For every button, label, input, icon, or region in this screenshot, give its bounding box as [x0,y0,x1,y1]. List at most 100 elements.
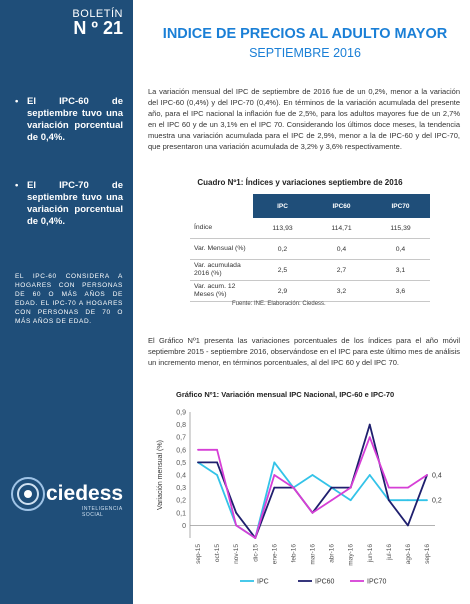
data-point-ipc [426,499,428,502]
data-point-ipc60 [368,423,371,426]
table-header-row: IPC IPC60 IPC70 [190,194,430,218]
cell-ipc70: 0,4 [371,238,430,260]
y-tick-label: 0,6 [176,447,186,454]
indices-table: IPC IPC60 IPC70 Índice 113,93 114,71 115… [190,194,430,302]
cell-ipc60: 0,4 [312,238,371,260]
table-row: Var. Mensual (%) 0,2 0,4 0,4 [190,238,430,260]
x-tick-label: abr-16 [329,544,336,563]
y-tick-label: 0,9 [176,410,186,417]
y-tick-label: 0,1 [176,510,186,517]
data-point-ipc70 [273,474,276,476]
bulletin-number: N º 21 [73,18,123,38]
highlight-ipc60: • El IPC-60 de septiembre tuvo una varia… [15,96,123,144]
cell-ipc70: 3,1 [371,259,430,281]
data-point-ipc70 [197,448,199,451]
table-row: Var. acumulada 2016 (%) 2,5 2,7 3,1 [190,259,430,281]
bulletin-label: BOLETÍN [72,8,123,20]
y-tick-label: 0 [182,523,186,530]
x-tick-label: jun-16 [367,544,374,563]
cell-ipc60: 2,7 [312,259,371,281]
ipc-line-chart: 0 0,1 0,2 0,3 0,4 0,5 0,6 0,7 0,8 0,9 Variación me… [157,410,442,586]
x-tick-label: ago-16 [405,544,412,565]
ciedess-logo: ciedess INTELIGENCIA SOCIAL [10,474,125,518]
series-line-ipc70 [198,436,428,539]
table-header-ipc70: IPC70 [371,194,430,218]
data-point-ipc60 [216,461,218,464]
data-point-ipc [216,474,218,476]
highlight-ipc70: • El IPC-70 de septiembre tuvo una varia… [15,180,123,228]
data-point-ipc70 [311,511,314,514]
row-label: Var. Mensual (%) [190,238,253,260]
x-tick-label: feb-16 [290,544,297,563]
y-tick-label: 0,4 [176,473,186,480]
x-tick-label: ene-16 [271,544,278,565]
cell-ipc: 2,9 [253,280,312,302]
sidebar: BOLETÍN N º 21 • El IPC-60 de septiembre… [0,0,133,604]
data-point-ipc70 [387,486,390,489]
row-label: Var. acumulada 2016 (%) [190,259,253,281]
cell-ipc60: 114,71 [312,218,371,239]
x-tick-label: nov-15 [233,544,240,564]
table-caption: Cuadro Nº1: Índices y variaciones septie… [197,178,403,187]
data-label-ipc60-ipc70-end: 0,4 [432,473,442,480]
row-label: Índice [190,218,253,239]
y-tick-label: 0,5 [176,460,186,467]
cell-ipc: 0,2 [253,238,312,260]
data-label-ipc-end: 0,2 [432,498,442,505]
row-label: Var. acum. 12 Meses (%) [190,280,253,302]
data-point-ipc70 [292,486,295,489]
y-tick-label: 0,8 [176,422,186,429]
data-point-ipc60 [407,524,409,527]
data-point-ipc60 [235,511,238,514]
logo-tagline: INTELIGENCIA SOCIAL [82,506,123,518]
cell-ipc70: 115,39 [371,218,430,239]
data-point-ipc70 [235,524,238,527]
data-point-ipc [407,499,409,502]
x-tick-label: dic-15 [252,544,259,562]
cell-ipc: 2,5 [253,259,312,281]
bulletin-badge: BOLETÍN N º 21 [72,8,123,39]
logo-head-icon [11,477,45,511]
bullet-icon: • [15,180,19,191]
table-row: Var. acum. 12 Meses (%) 2,9 3,2 3,6 [190,280,430,302]
highlight-ipc70-text: El IPC-70 de septiembre tuvo una variaci… [27,180,123,227]
y-tick-label: 0,2 [176,498,186,505]
page-title-block: INDICE DE PRECIOS AL ADULTO MAYOR SEPTIE… [140,26,470,60]
data-point-ipc [349,499,352,502]
x-tick-label: sep-16 [424,544,431,564]
table-header-ipc: IPC [253,194,312,218]
summary-paragraph: La variación mensual del IPC de septiemb… [148,87,460,151]
table-row: Índice 113,93 114,71 115,39 [190,218,430,239]
y-axis-label: Variación mensual (%) [157,440,164,510]
data-point-ipc70 [254,537,257,539]
legend-label-ipc70: IPC70 [367,579,387,586]
data-point-ipc70 [330,499,333,502]
data-point-ipc70 [426,474,428,476]
data-point-ipc70 [216,448,218,451]
series-line-ipc60 [198,423,428,539]
table-header-blank [190,194,253,218]
y-tick-label: 0,7 [176,435,186,442]
page-subtitle: SEPTIEMBRE 2016 [249,46,361,60]
data-point-ipc60 [387,499,390,502]
x-tick-label: mar-16 [310,544,317,565]
data-point-ipc70 [349,486,352,489]
data-point-ipc60 [330,486,333,489]
cell-ipc60: 3,2 [312,280,371,302]
cell-ipc: 113,93 [253,218,312,239]
chart-title: Gráfico Nº1: Variación mensual IPC Nacio… [176,390,395,399]
x-tick-label: may-16 [348,544,355,566]
page-title: INDICE DE PRECIOS AL ADULTO MAYOR [162,26,448,42]
y-tick-label: 0,3 [176,485,186,492]
table-source: Fuente: INE. Elaboración: Ciedess. [232,301,326,307]
data-point-ipc [311,474,314,476]
data-point-ipc60 [197,461,199,464]
x-tick-label: oct-15 [214,544,221,562]
table-header-ipc60: IPC60 [312,194,371,218]
x-tick-label: jul-16 [386,544,393,561]
chart-intro-paragraph: El Gráfico Nº1 presenta las variaciones … [148,336,460,367]
data-point-ipc70 [407,486,409,489]
cell-ipc70: 3,6 [371,280,430,302]
logo-wordmark: ciedess [46,482,124,505]
data-point-ipc60 [273,486,276,489]
